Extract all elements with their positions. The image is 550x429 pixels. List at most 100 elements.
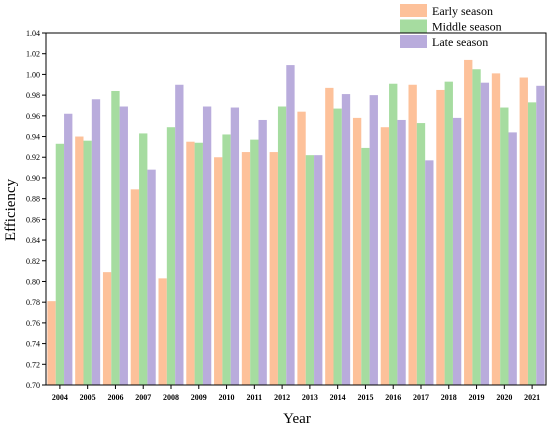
bar-middle-season-2008 [166,127,176,386]
legend-swatch-early-season [400,4,427,17]
y-tick-label: 0.90 [26,174,40,183]
bar-late-season-2017 [425,160,434,385]
bar-early-season-2007 [130,189,140,385]
bar-early-season-2004 [47,301,56,385]
y-tick-label: 0.70 [26,381,40,390]
bar-middle-season-2006 [111,90,120,385]
bar-early-season-2017 [408,84,417,385]
bar-middle-season-2020 [500,107,509,385]
bar-late-season-2012 [286,65,295,385]
legend-label-early-season: Early season [432,4,493,18]
bar-early-season-2020 [491,73,501,385]
x-tick-label: 2005 [80,393,96,402]
bar-early-season-2005 [75,136,84,385]
x-tick-label: 2011 [247,393,263,402]
plot-frame [45,32,547,386]
bar-early-season-2010 [214,157,223,385]
x-tick-label: 2012 [274,393,290,402]
axes-layer: 0.70 0.72 0.74 0.76 0.78 0.80 0.82 0.84 0.86 0.88… [26,29,547,402]
bar-early-season-2015 [352,117,362,385]
x-tick-label: 2007 [135,393,151,402]
bar-middle-season-2012 [277,106,287,385]
bar-early-season-2012 [269,152,278,385]
bar-early-season-2009 [186,141,195,385]
bar-late-season-2020 [508,132,517,385]
y-tick-label: 0.78 [26,298,40,307]
bar-early-season-2011 [241,152,251,385]
y-tick-label: 0.72 [26,360,40,369]
y-tick-label: 0.74 [26,340,40,349]
bar-early-season-2013 [297,111,306,386]
y-tick-label: 0.82 [26,257,40,266]
legend-label-late-season: Late season [432,35,488,49]
bar-middle-season-2010 [222,134,231,385]
bar-middle-season-2019 [472,69,481,386]
bar-late-season-2008 [175,84,184,385]
bar-middle-season-2018 [444,81,453,385]
x-tick-label: 2018 [441,393,457,402]
legend-label-middle-season: Middle season [432,20,502,34]
bar-late-season-2007 [147,169,156,385]
bar-middle-season-2016 [389,83,398,385]
bar-late-season-2005 [91,99,101,385]
bar-middle-season-2021 [527,102,537,386]
bars-layer [47,59,545,386]
bar-late-season-2018 [452,117,462,385]
y-tick-label: 1.04 [26,29,40,38]
bar-late-season-2010 [230,107,240,385]
y-tick-label: 0.76 [26,319,40,328]
bar-late-season-2009 [202,106,212,385]
bar-late-season-2019 [480,82,490,385]
bar-middle-season-2013 [305,155,315,385]
y-tick-label: 0.98 [26,91,40,100]
x-tick-label: 2016 [385,393,401,402]
y-tick-label: 0.86 [26,215,40,224]
legend-swatch-middle-season [400,19,427,33]
bar-late-season-2015 [369,95,378,386]
bar-late-season-2014 [341,94,351,385]
x-tick-label: 2020 [496,393,512,402]
bar-late-season-2011 [258,119,267,386]
y-tick-label: 0.94 [26,133,40,142]
x-tick-label: 2015 [357,393,373,402]
y-tick-label: 0.84 [26,236,40,245]
bar-early-season-2016 [380,127,390,386]
bar-late-season-2016 [397,119,406,386]
bar-early-season-2006 [102,272,112,385]
bar-middle-season-2015 [361,147,370,385]
bar-early-season-2008 [158,278,167,385]
bar-late-season-2013 [314,155,323,385]
bar-late-season-2006 [119,106,128,385]
y-axis-title: Efficiency [3,178,19,241]
y-tick-label: 1.00 [26,70,40,79]
bar-late-season-2004 [64,113,73,385]
x-tick-label: 2008 [163,393,179,402]
bar-middle-season-2014 [333,108,342,385]
y-tick-label: 0.88 [26,195,40,204]
bar-early-season-2019 [464,59,473,386]
bar-middle-season-2007 [139,133,148,385]
x-tick-label: 2009 [191,393,207,402]
y-tick-label: 1.02 [26,50,40,59]
legend-swatch-late-season [400,35,427,48]
x-tick-label: 2013 [302,393,318,402]
bar-early-season-2014 [325,87,334,386]
bar-middle-season-2005 [83,140,92,385]
x-axis-title: Year [283,411,311,427]
bar-late-season-2021 [536,85,545,386]
x-tick-label: 2010 [219,393,235,402]
bar-middle-season-2009 [194,142,203,385]
x-tick-label: 2004 [52,393,68,402]
x-tick-label: 2017 [413,393,429,402]
x-tick-label: 2006 [107,393,123,402]
y-tick-label: 0.96 [26,112,40,121]
x-tick-label: 2021 [524,393,540,402]
x-tick-label: 2014 [330,393,346,402]
y-tick-label: 0.80 [26,277,40,286]
y-tick-label: 0.92 [26,153,40,162]
bar-early-season-2021 [519,77,528,386]
bar-middle-season-2011 [250,139,259,385]
x-tick-label: 2019 [469,393,485,402]
